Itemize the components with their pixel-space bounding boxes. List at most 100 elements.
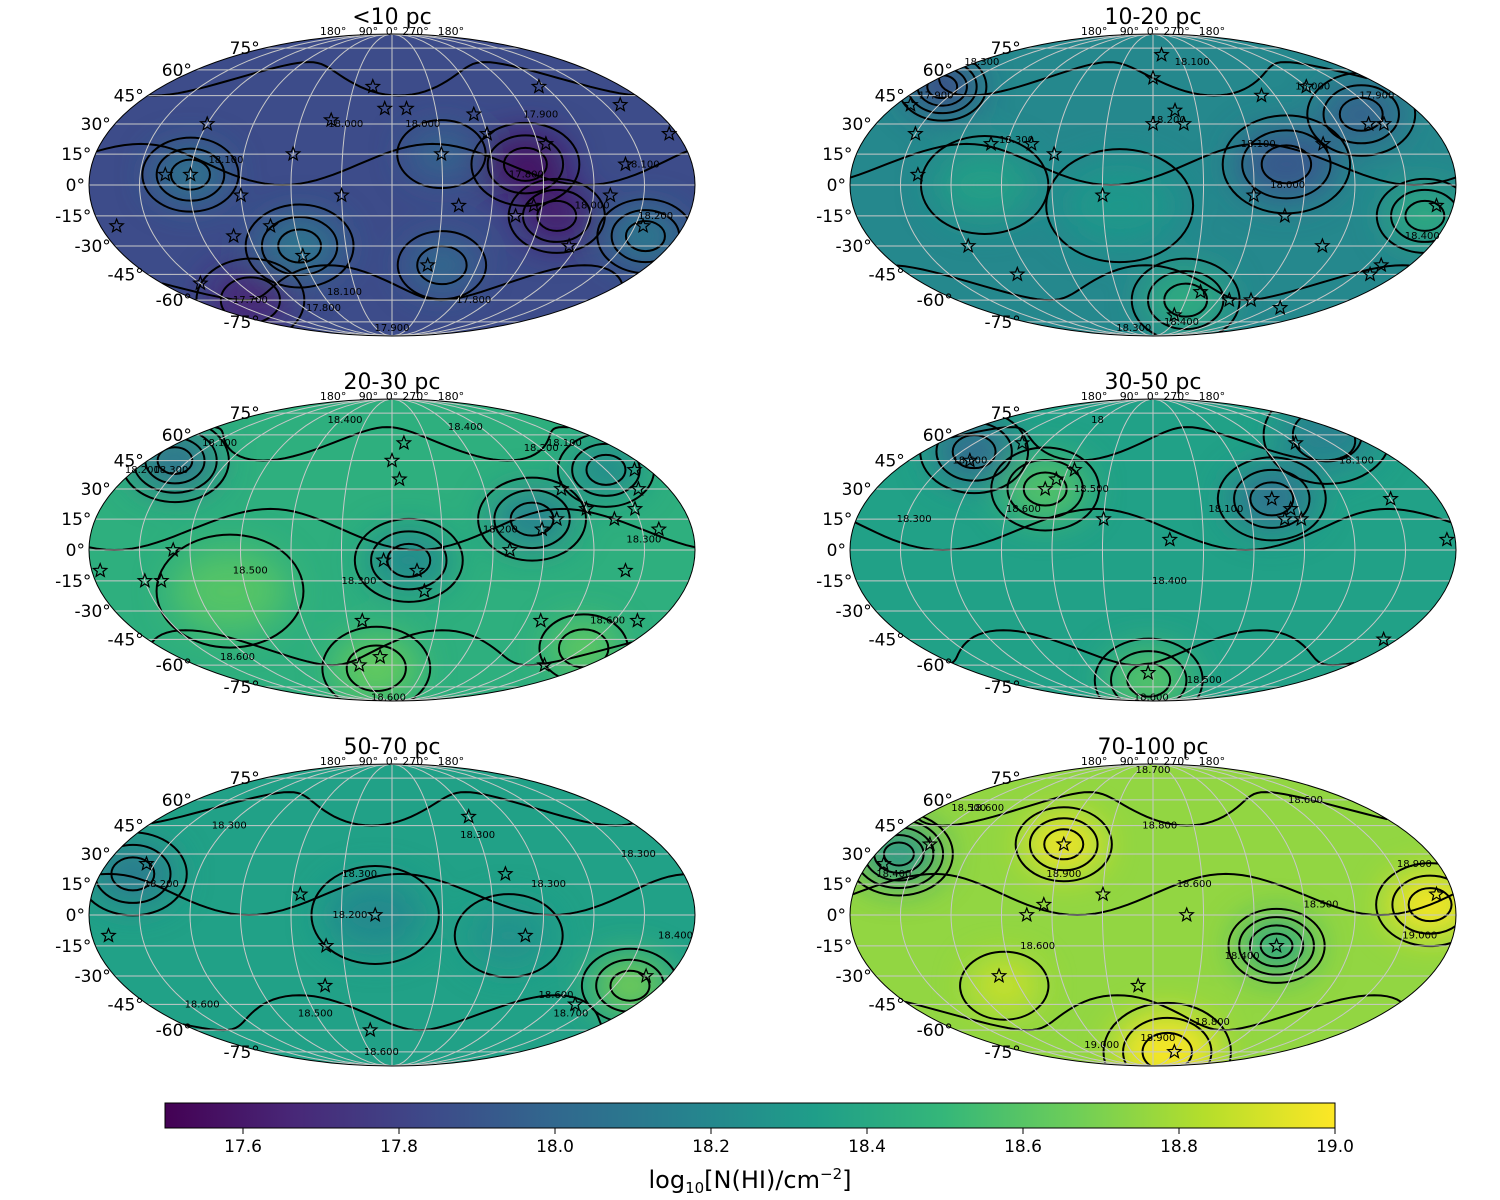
lat-tick-label: 60°	[923, 426, 953, 446]
star-marker	[1314, 135, 1332, 151]
lat-tick-label: 75°	[991, 769, 1021, 789]
field-blob	[1060, 163, 1179, 248]
colorbar-tick-label: 17.8	[380, 1137, 418, 1157]
contour-label: 18.100	[1339, 456, 1374, 467]
contour-ring	[486, 134, 565, 195]
contour-label: 18.200	[524, 443, 559, 454]
star-marker	[164, 541, 182, 558]
graticule	[89, 764, 695, 1066]
lat-tick-label: 30°	[81, 480, 111, 500]
contour-label: 18.300	[531, 879, 566, 890]
lat-tick-label: 45°	[875, 452, 905, 472]
star-marker	[566, 995, 584, 1012]
colorbar-gradient	[164, 1102, 1336, 1129]
star-marker	[1139, 664, 1157, 680]
star-marker	[1048, 470, 1065, 487]
star-marker	[1009, 265, 1026, 282]
star-marker	[232, 186, 250, 203]
lat-tick-label: -60°	[156, 291, 192, 311]
contour-label: 18.600	[969, 803, 1004, 814]
contour-label: 18.600	[371, 693, 406, 704]
star-marker	[875, 855, 893, 871]
lat-tick-label: 0°	[66, 176, 85, 196]
contour-ring	[585, 453, 627, 486]
contour-labels: 17.900 18.100 18.000 17.800 18.200 18.000 18.0…	[208, 109, 673, 333]
colorbar-tick-label: 18.2	[692, 1137, 730, 1157]
lat-tick-label: -15°	[55, 207, 91, 227]
star-marker	[533, 520, 551, 537]
star-marker	[198, 115, 216, 132]
star-marker	[1036, 480, 1054, 497]
lat-tick-label: -60°	[917, 291, 953, 311]
star-marker	[1018, 906, 1036, 923]
lat-tick-label: 60°	[162, 426, 192, 446]
lat-tick-label: 15°	[822, 145, 852, 165]
contour-label: 18.300	[999, 135, 1034, 146]
lat-tick-label: 45°	[114, 87, 144, 107]
projection-outline	[88, 763, 696, 1067]
star-marker	[1245, 186, 1262, 203]
star-marker	[1271, 299, 1289, 315]
lon-tick-label: 0°	[386, 25, 399, 38]
lat-tick-label: 0°	[66, 541, 85, 561]
star-marker	[537, 135, 555, 151]
lon-tick-label: 90°	[359, 25, 379, 38]
star-marker	[634, 217, 652, 234]
contour-ring	[1241, 129, 1332, 200]
star-marker	[507, 207, 524, 223]
star-marker	[578, 500, 595, 516]
star-marker	[517, 927, 534, 943]
star-marker	[660, 125, 678, 141]
lat-tick-label: -30°	[836, 237, 872, 257]
contour-ring	[1249, 481, 1295, 517]
panel-4: 18.100 18.100 18.400 18.500 18.600 18.300 18.5…	[816, 370, 1457, 704]
star-marker	[371, 648, 389, 664]
lon-tick-label: 180°	[320, 390, 347, 403]
lon-tick-label: 90°	[1120, 25, 1140, 38]
star-marker	[921, 835, 939, 852]
star-marker	[391, 470, 408, 487]
contour-label: 18.800	[1142, 821, 1177, 832]
contour-ring	[609, 969, 651, 1002]
lat-tick-label: -75°	[985, 1043, 1021, 1063]
star-marker	[366, 906, 384, 923]
star-marker	[375, 551, 392, 568]
star-marker	[1192, 283, 1209, 299]
star-marker	[959, 237, 977, 254]
projection-outline	[849, 398, 1457, 702]
lat-tick-label: 60°	[923, 791, 953, 811]
star-marker	[153, 572, 170, 588]
star-marker	[1153, 46, 1170, 62]
lat-tick-label: 30°	[81, 115, 111, 135]
lat-tick-label: 45°	[114, 817, 144, 837]
lat-tick-label: 15°	[61, 145, 91, 165]
star-marker	[1268, 937, 1285, 953]
star-markers	[108, 78, 678, 291]
star-marker	[1023, 135, 1040, 151]
lat-tick-label: -60°	[917, 1021, 953, 1041]
contour-label: 18.000	[1295, 82, 1330, 93]
lat-tick-label: -15°	[816, 572, 852, 592]
contour-label: 18.000	[328, 119, 363, 130]
star-marker	[1055, 835, 1073, 852]
contour-label: 18.100	[208, 155, 243, 166]
star-marker	[1276, 207, 1294, 223]
star-marker	[408, 562, 426, 578]
graticule	[89, 34, 695, 336]
lon-tick-label: 0°	[386, 755, 399, 768]
field-blob	[90, 843, 175, 904]
star-marker	[1129, 977, 1147, 993]
star-marker	[333, 186, 350, 203]
star-marker	[626, 461, 643, 477]
star-marker	[182, 166, 199, 182]
lat-tick-label: 45°	[114, 452, 144, 472]
colorbar-ticks: 17.6 17.8 18.0 18.2 18.4 18.6 18.8 19.0	[224, 1128, 1354, 1157]
contour-label: 17.700	[233, 295, 268, 306]
contour-label: 17.900	[523, 109, 558, 120]
contour-label: 18.500	[1074, 484, 1109, 495]
star-marker	[650, 520, 668, 537]
contour-label: 18.300	[153, 465, 188, 476]
field-blob	[1236, 128, 1337, 201]
star-marker	[536, 656, 553, 673]
star-marker	[322, 111, 340, 128]
